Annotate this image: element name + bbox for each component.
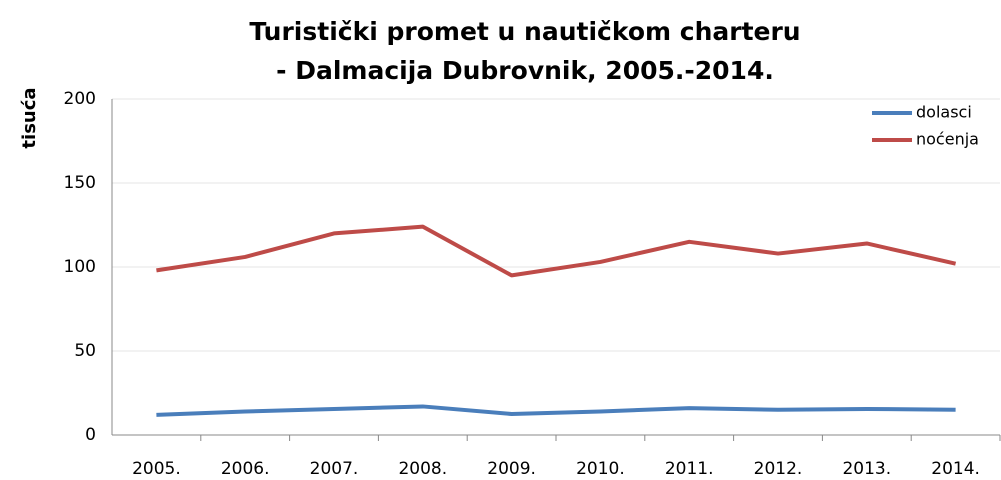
- series-line: [156, 224, 957, 278]
- y-tick-label: 0: [85, 425, 96, 445]
- y-tick-label: 50: [74, 341, 96, 361]
- x-tick-label: 2014.: [931, 459, 980, 479]
- x-tick-label: 2005.: [132, 459, 181, 479]
- x-tick-label: 2009.: [487, 459, 536, 479]
- x-tick-label: 2006.: [221, 459, 270, 479]
- x-tick-label: 2013.: [842, 459, 891, 479]
- x-tick-label: 2010.: [576, 459, 625, 479]
- x-tick-label: 2011.: [665, 459, 714, 479]
- y-axis-label: tisuća: [19, 87, 40, 148]
- x-tick-label: 2007.: [310, 459, 359, 479]
- x-tick-label: 2012.: [754, 459, 803, 479]
- y-tick-label: 200: [64, 89, 96, 109]
- y-tick-label: 100: [64, 257, 96, 277]
- chart-title: - Dalmacija Dubrovnik, 2005.-2014.: [276, 56, 774, 85]
- legend-label: dolasci: [916, 103, 972, 122]
- legend-label: noćenja: [916, 130, 979, 149]
- chart-title: Turistički promet u nautičkom charteru: [249, 17, 800, 46]
- series-line: [156, 404, 956, 417]
- y-tick-label: 150: [64, 173, 96, 193]
- x-tick-label: 2008.: [398, 459, 447, 479]
